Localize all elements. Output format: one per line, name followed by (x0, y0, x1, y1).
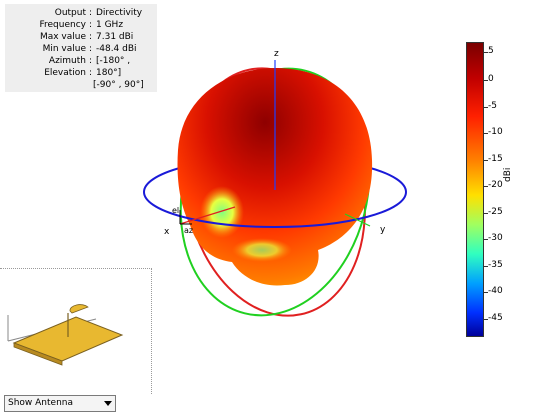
colorbar-tick-mark (484, 160, 488, 161)
colorbar-tick-mark (484, 133, 488, 134)
colorbar (466, 42, 484, 337)
azimuth-ring-front (143, 191, 407, 228)
colorbar-tick-label: 0 (488, 74, 494, 84)
chevron-down-icon[interactable] (104, 401, 112, 406)
colorbar-tick-mark (484, 186, 488, 187)
info-row-output: Output: Directivity (54, 8, 143, 18)
info-value: Directivity (96, 8, 143, 18)
info-value: 180°] (96, 68, 122, 78)
x-axis-label: x (164, 227, 170, 237)
info-value: 7.31 dBi (96, 32, 134, 42)
colorbar-tick-label: -25 (488, 207, 503, 217)
colorbar-tick-label: -5 (488, 101, 497, 111)
colorbar-tick-label: -40 (488, 286, 503, 296)
colorbar-unit-label: dBi (503, 167, 513, 182)
info-label: Elevation (44, 68, 86, 78)
info-value: -48.4 dBi (96, 44, 137, 54)
y-axis-label: y (380, 225, 386, 235)
low-gain-spot-lower (232, 238, 292, 262)
colorbar-tick-mark (484, 107, 488, 108)
info-elevation-range: [-90° , 90°] (93, 80, 144, 90)
monopole-cap (69, 304, 89, 314)
show-antenna-dropdown[interactable]: Show Antenna (4, 395, 116, 412)
info-row-elevation: Elevation:180°] (44, 68, 122, 78)
z-axis-label: z (274, 49, 279, 59)
info-label: Max value (39, 32, 86, 42)
colorbar-tick-mark (484, 52, 488, 53)
info-row-max: Max value:7.31 dBi (39, 32, 134, 42)
colorbar-tick-label: -10 (488, 127, 503, 137)
info-row-frequency: Frequency:1 GHz (39, 20, 124, 30)
y-axis (344, 213, 371, 227)
info-label: Min value (42, 44, 86, 54)
info-label: Frequency (39, 20, 87, 30)
info-row-min: Min value: -48.4 dBi (42, 44, 137, 54)
colorbar-tick-mark (484, 239, 488, 240)
ground-plane-edge (13, 342, 63, 366)
radiation-pattern-plot[interactable]: z x y el az (130, 40, 430, 340)
colorbar-tick-label: -15 (488, 154, 503, 164)
colorbar-tick-label: -30 (488, 233, 503, 243)
antenna-preview-panel (0, 268, 152, 394)
colorbar-tick-mark (484, 213, 488, 214)
colorbar-tick-mark (484, 292, 488, 293)
colorbar-tick-label: -20 (488, 180, 503, 190)
info-panel: Output: Directivity Frequency:1 GHz Max v… (5, 4, 157, 92)
info-row-azimuth: Azimuth: [-180° , (48, 56, 131, 66)
dropdown-selected-value: Show Antenna (8, 398, 73, 408)
el-label: el (172, 206, 179, 215)
info-value: 1 GHz (96, 20, 124, 30)
az-label: az (184, 226, 193, 235)
colorbar-tick-label: -35 (488, 260, 503, 270)
x-axis (179, 206, 236, 225)
low-gain-spot (200, 186, 244, 238)
info-value: [-180° , (96, 56, 131, 66)
info-label: Azimuth (48, 56, 86, 66)
antenna-preview (7, 304, 124, 366)
info-label: Output (54, 8, 86, 18)
colorbar-tick-mark (484, 266, 488, 267)
colorbar-tick-label: -45 (488, 313, 503, 323)
colorbar-tick-label: 5 (488, 46, 494, 56)
colorbar-tick-mark (484, 80, 488, 81)
colorbar-tick-mark (484, 319, 488, 320)
